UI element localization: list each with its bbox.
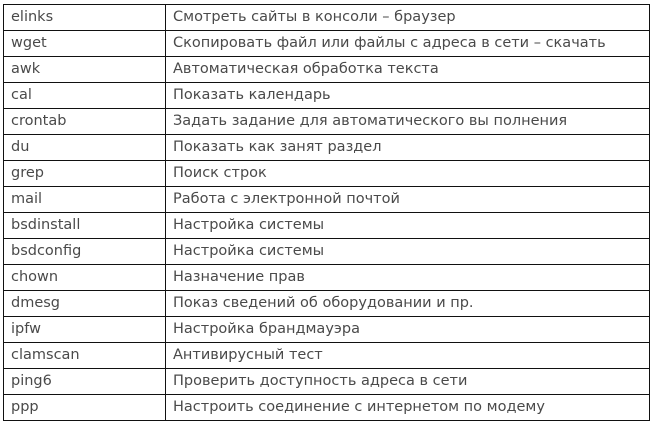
command-cell: bsdconfig bbox=[3, 238, 166, 265]
command-cell: ppp bbox=[3, 394, 166, 421]
command-cell: ping6 bbox=[3, 368, 166, 395]
description-cell: Автоматическая обработка текста bbox=[165, 56, 650, 83]
description-cell: Настройка брандмауэра bbox=[165, 316, 650, 343]
table-row: wget Скопировать файл или файлы с адреса … bbox=[3, 30, 650, 57]
description-cell: Показать как занят раздел bbox=[165, 134, 650, 161]
table-row: ppp Настроить соединение с интернетом по … bbox=[3, 394, 650, 421]
description-cell: Поиск строк bbox=[165, 160, 650, 187]
command-cell: grep bbox=[3, 160, 166, 187]
table-row: crontab Задать задание для автоматическог… bbox=[3, 108, 650, 135]
table-body: elinks Смотреть сайты в консоли – браузер… bbox=[3, 4, 650, 421]
description-cell: Показать календарь bbox=[165, 82, 650, 109]
command-cell: cal bbox=[3, 82, 166, 109]
command-cell: ipfw bbox=[3, 316, 166, 343]
description-cell: Задать задание для автоматического вы по… bbox=[165, 108, 650, 135]
command-cell: dmesg bbox=[3, 290, 166, 317]
command-cell: clamscan bbox=[3, 342, 166, 369]
command-cell: du bbox=[3, 134, 166, 161]
table-row: grep Поиск строк bbox=[3, 160, 650, 187]
command-cell: elinks bbox=[3, 4, 166, 31]
description-cell: Скопировать файл или файлы с адреса в се… bbox=[165, 30, 650, 57]
command-cell: bsdinstall bbox=[3, 212, 166, 239]
command-cell: awk bbox=[3, 56, 166, 83]
command-cell: crontab bbox=[3, 108, 166, 135]
description-cell: Назначение прав bbox=[165, 264, 650, 291]
description-cell: Работа с электронной почтой bbox=[165, 186, 650, 213]
description-cell: Настроить соединение с интернетом по мод… bbox=[165, 394, 650, 421]
table-row: ping6 Проверить доступность адреса в сети bbox=[3, 368, 650, 395]
command-cell: mail bbox=[3, 186, 166, 213]
description-cell: Настройка системы bbox=[165, 238, 650, 265]
table-row: chown Назначение прав bbox=[3, 264, 650, 291]
table-row: elinks Смотреть сайты в консоли – браузер bbox=[3, 4, 650, 31]
table-row: cal Показать календарь bbox=[3, 82, 650, 109]
table-row: du Показать как занят раздел bbox=[3, 134, 650, 161]
table-row: ipfw Настройка брандмауэра bbox=[3, 316, 650, 343]
table-row: bsdinstall Настройка системы bbox=[3, 212, 650, 239]
command-cell: chown bbox=[3, 264, 166, 291]
commands-table: elinks Смотреть сайты в консоли – браузер… bbox=[3, 4, 650, 421]
table-row: bsdconfig Настройка системы bbox=[3, 238, 650, 265]
description-cell: Показ сведений об оборудовании и пр. bbox=[165, 290, 650, 317]
command-cell: wget bbox=[3, 30, 166, 57]
table-row: mail Работа с электронной почтой bbox=[3, 186, 650, 213]
description-cell: Настройка системы bbox=[165, 212, 650, 239]
table-row: clamscan Антивирусный тест bbox=[3, 342, 650, 369]
table-row: awk Автоматическая обработка текста bbox=[3, 56, 650, 83]
description-cell: Антивирусный тест bbox=[165, 342, 650, 369]
description-cell: Смотреть сайты в консоли – браузер bbox=[165, 4, 650, 31]
table-row: dmesg Показ сведений об оборудовании и пр… bbox=[3, 290, 650, 317]
description-cell: Проверить доступность адреса в сети bbox=[165, 368, 650, 395]
